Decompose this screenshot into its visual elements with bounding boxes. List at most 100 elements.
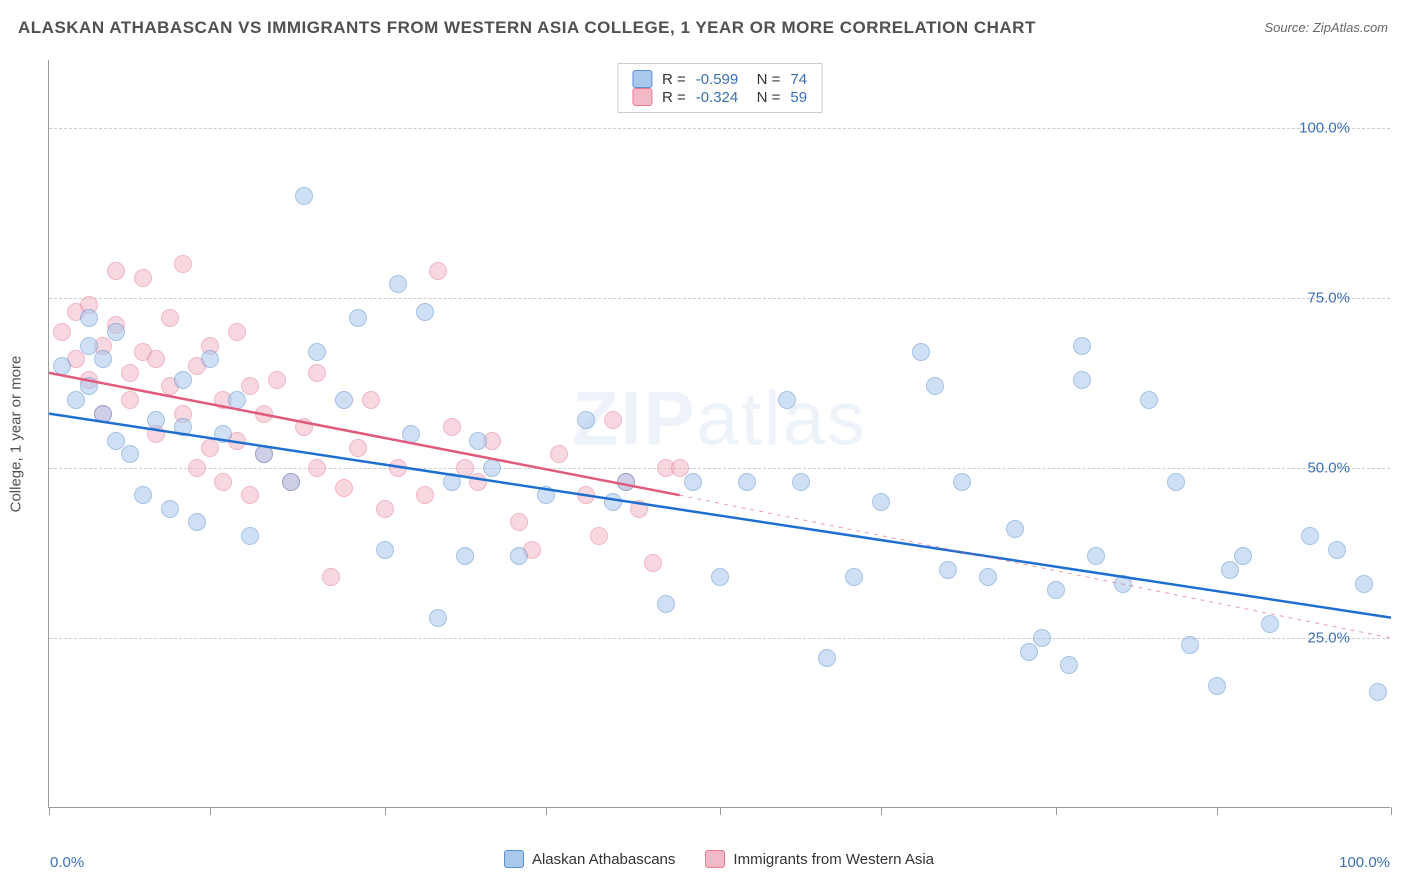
y-tick-label: 100.0% bbox=[1270, 120, 1350, 137]
data-point bbox=[604, 411, 622, 429]
data-point bbox=[429, 609, 447, 627]
legend-n-value-a: 74 bbox=[790, 71, 807, 88]
data-point bbox=[241, 527, 259, 545]
x-tick bbox=[881, 807, 882, 815]
data-point bbox=[376, 500, 394, 518]
trendline-dash-series-b bbox=[680, 495, 1391, 638]
legend-swatch-a-icon bbox=[504, 850, 524, 868]
x-tick bbox=[1056, 807, 1057, 815]
data-point bbox=[510, 513, 528, 531]
data-point bbox=[147, 411, 165, 429]
data-point bbox=[1087, 547, 1105, 565]
trendline-series-a bbox=[49, 414, 1391, 618]
data-point bbox=[161, 309, 179, 327]
data-point bbox=[308, 364, 326, 382]
data-point bbox=[1208, 677, 1226, 695]
data-point bbox=[147, 350, 165, 368]
data-point bbox=[188, 513, 206, 531]
data-point bbox=[389, 275, 407, 293]
data-point bbox=[80, 377, 98, 395]
y-axis-label: College, 1 year or more bbox=[8, 356, 25, 513]
data-point bbox=[738, 473, 756, 491]
source-attribution: Source: ZipAtlas.com bbox=[1264, 20, 1388, 35]
data-point bbox=[174, 371, 192, 389]
data-point bbox=[376, 541, 394, 559]
gridline bbox=[49, 468, 1390, 469]
data-point bbox=[134, 486, 152, 504]
legend-r-value-a: -0.599 bbox=[696, 71, 739, 88]
data-point bbox=[872, 493, 890, 511]
data-point bbox=[1181, 636, 1199, 654]
data-point bbox=[53, 323, 71, 341]
data-point bbox=[1369, 683, 1387, 701]
data-point bbox=[389, 459, 407, 477]
data-point bbox=[1033, 629, 1051, 647]
legend-item-b: Immigrants from Western Asia bbox=[705, 850, 934, 868]
data-point bbox=[510, 547, 528, 565]
data-point bbox=[53, 357, 71, 375]
data-point bbox=[255, 405, 273, 423]
data-point bbox=[604, 493, 622, 511]
data-point bbox=[94, 350, 112, 368]
data-point bbox=[308, 343, 326, 361]
data-point bbox=[228, 391, 246, 409]
watermark-light: atlas bbox=[696, 376, 867, 461]
data-point bbox=[443, 473, 461, 491]
data-point bbox=[630, 500, 648, 518]
data-point bbox=[174, 418, 192, 436]
data-point bbox=[979, 568, 997, 586]
x-tick bbox=[1217, 807, 1218, 815]
legend-r-label: R = bbox=[662, 89, 686, 106]
data-point bbox=[416, 303, 434, 321]
data-point bbox=[1221, 561, 1239, 579]
data-point bbox=[308, 459, 326, 477]
legend-swatch-b bbox=[632, 88, 652, 106]
legend-label-a: Alaskan Athabascans bbox=[532, 851, 675, 868]
data-point bbox=[188, 459, 206, 477]
data-point bbox=[1261, 615, 1279, 633]
data-point bbox=[926, 377, 944, 395]
data-point bbox=[241, 486, 259, 504]
legend-n-label: N = bbox=[748, 89, 780, 106]
data-point bbox=[107, 323, 125, 341]
legend-r-label: R = bbox=[662, 71, 686, 88]
data-point bbox=[255, 445, 273, 463]
data-point bbox=[550, 445, 568, 463]
y-tick-label: 25.0% bbox=[1270, 630, 1350, 647]
y-tick-label: 75.0% bbox=[1270, 290, 1350, 307]
legend-row-b: R = -0.324 N = 59 bbox=[632, 88, 807, 106]
data-point bbox=[295, 418, 313, 436]
data-point bbox=[174, 255, 192, 273]
gridline bbox=[49, 128, 1390, 129]
data-point bbox=[1020, 643, 1038, 661]
data-point bbox=[1140, 391, 1158, 409]
data-point bbox=[1047, 581, 1065, 599]
data-point bbox=[429, 262, 447, 280]
x-tick-max: 100.0% bbox=[1339, 854, 1390, 871]
data-point bbox=[456, 547, 474, 565]
data-point bbox=[362, 391, 380, 409]
data-point bbox=[617, 473, 635, 491]
data-point bbox=[939, 561, 957, 579]
x-tick-min: 0.0% bbox=[50, 854, 84, 871]
data-point bbox=[214, 425, 232, 443]
data-point bbox=[577, 486, 595, 504]
legend-row-a: R = -0.599 N = 74 bbox=[632, 70, 807, 88]
data-point bbox=[214, 473, 232, 491]
legend-correlation: R = -0.599 N = 74 R = -0.324 N = 59 bbox=[617, 63, 822, 113]
y-tick-label: 50.0% bbox=[1270, 460, 1350, 477]
x-tick bbox=[210, 807, 211, 815]
data-point bbox=[80, 309, 98, 327]
data-point bbox=[402, 425, 420, 443]
data-point bbox=[657, 595, 675, 613]
chart-container: College, 1 year or more ZIPatlas R = -0.… bbox=[48, 60, 1390, 808]
plot-area: ZIPatlas R = -0.599 N = 74 R = -0.324 N … bbox=[48, 60, 1390, 808]
data-point bbox=[1234, 547, 1252, 565]
data-point bbox=[577, 411, 595, 429]
legend-n-value-b: 59 bbox=[790, 89, 807, 106]
legend-item-a: Alaskan Athabascans bbox=[504, 850, 675, 868]
data-point bbox=[134, 269, 152, 287]
data-point bbox=[1073, 371, 1091, 389]
data-point bbox=[241, 377, 259, 395]
legend-swatch-a bbox=[632, 70, 652, 88]
